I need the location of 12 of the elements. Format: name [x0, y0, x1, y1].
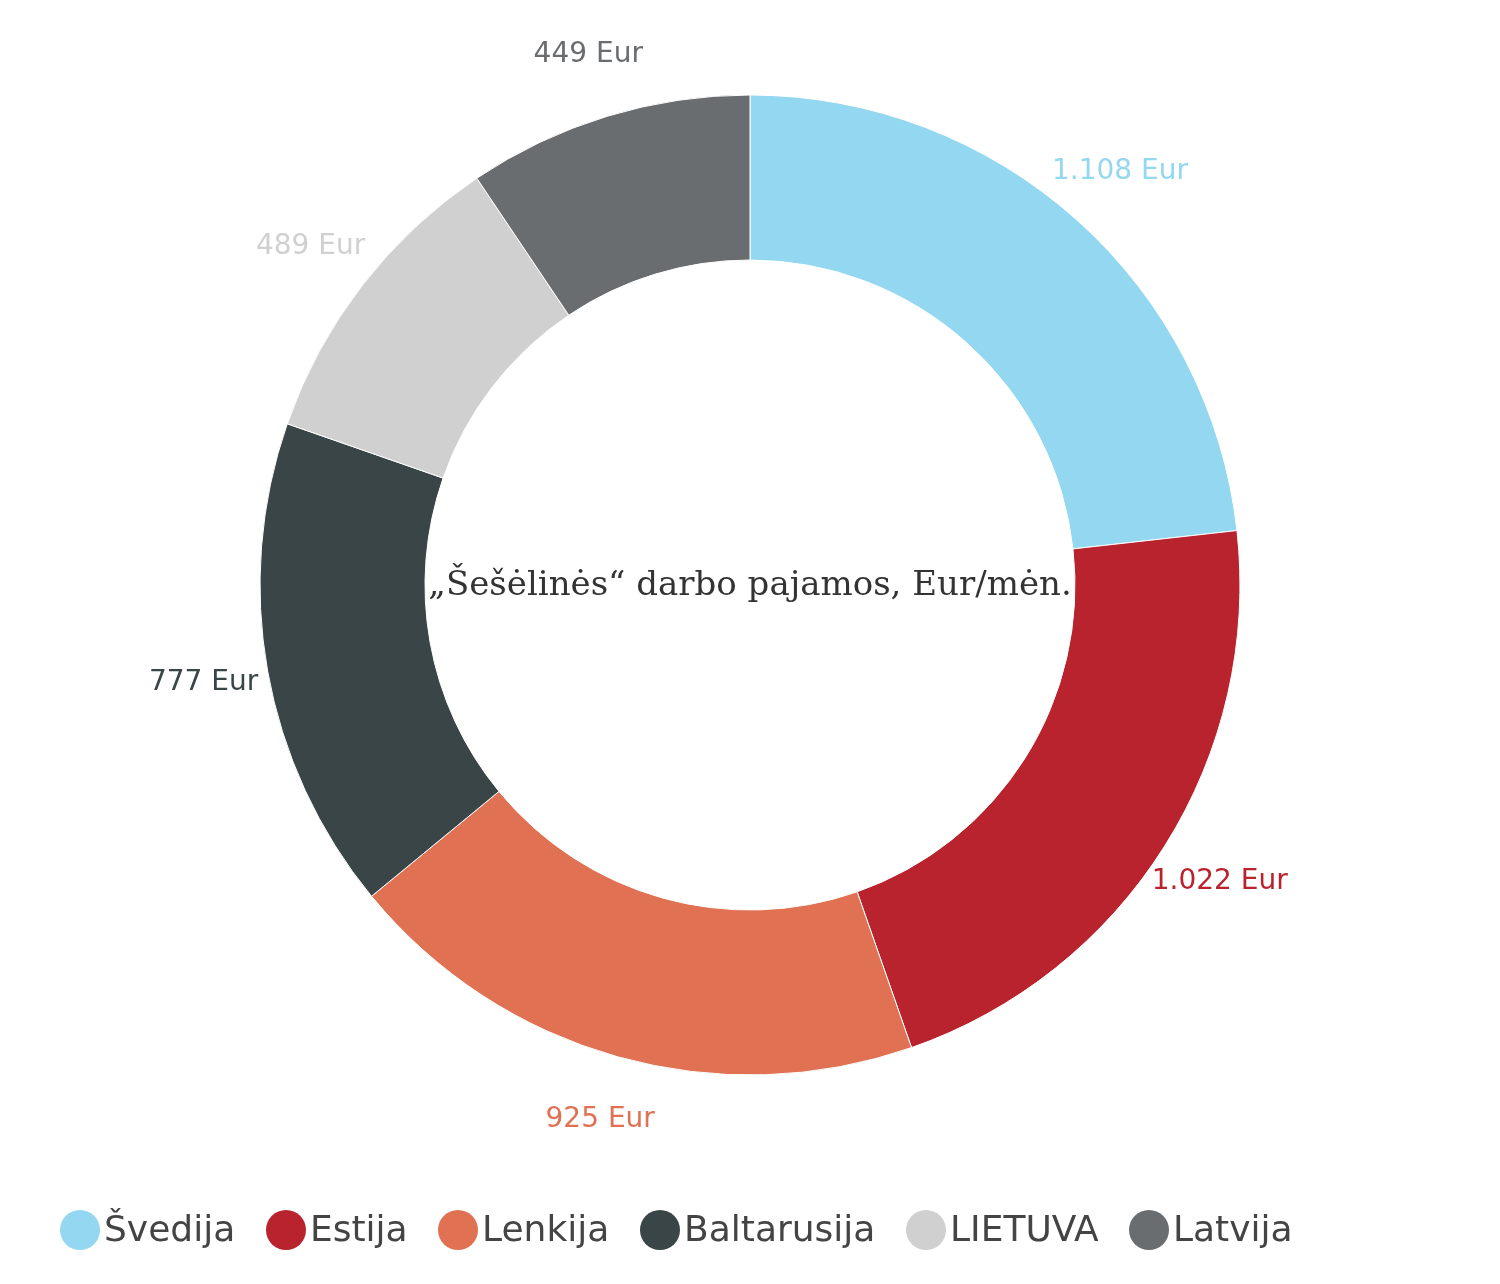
legend-label: LIETUVA	[950, 1208, 1100, 1249]
data-label: 925 Eur	[545, 1101, 656, 1135]
data-label: 449 Eur	[533, 36, 644, 70]
data-label: 1.022 Eur	[1151, 862, 1289, 896]
text: „Šešėlinės“ darbo pajamos, Eur/mėn.	[428, 563, 1072, 603]
legend-label: Baltarusija	[684, 1208, 876, 1249]
legend-label: Estija	[310, 1208, 408, 1249]
legend-label: Švedija	[104, 1208, 236, 1249]
data-label: 777 Eur	[148, 664, 259, 698]
legend-label: Lenkija	[482, 1208, 610, 1249]
data-label: 1.108 Eur	[1052, 153, 1189, 187]
legend-label: Latvija	[1173, 1208, 1293, 1249]
